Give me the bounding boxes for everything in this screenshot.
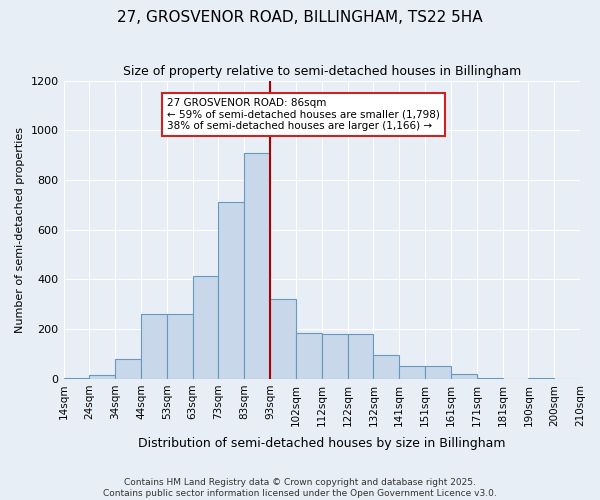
Bar [425,366,451,379]
Bar [373,356,399,379]
Bar [167,314,193,379]
Bar [347,334,373,379]
Bar [218,202,244,379]
Text: 27, GROSVENOR ROAD, BILLINGHAM, TS22 5HA: 27, GROSVENOR ROAD, BILLINGHAM, TS22 5HA [117,10,483,25]
Title: Size of property relative to semi-detached houses in Billingham: Size of property relative to semi-detach… [122,65,521,78]
Bar [193,276,218,379]
Text: 27 GROSVENOR ROAD: 86sqm
← 59% of semi-detached houses are smaller (1,798)
38% o: 27 GROSVENOR ROAD: 86sqm ← 59% of semi-d… [167,98,440,131]
Bar [244,152,270,379]
Bar [89,375,115,379]
Text: Contains HM Land Registry data © Crown copyright and database right 2025.
Contai: Contains HM Land Registry data © Crown c… [103,478,497,498]
Bar [296,333,322,379]
Bar [322,334,347,379]
Y-axis label: Number of semi-detached properties: Number of semi-detached properties [15,126,25,332]
Bar [399,366,425,379]
Bar [270,300,296,379]
Bar [451,374,477,379]
Bar [115,359,141,379]
Bar [529,378,554,379]
Bar [64,378,89,379]
Bar [477,378,503,379]
Bar [141,314,167,379]
X-axis label: Distribution of semi-detached houses by size in Billingham: Distribution of semi-detached houses by … [138,437,506,450]
